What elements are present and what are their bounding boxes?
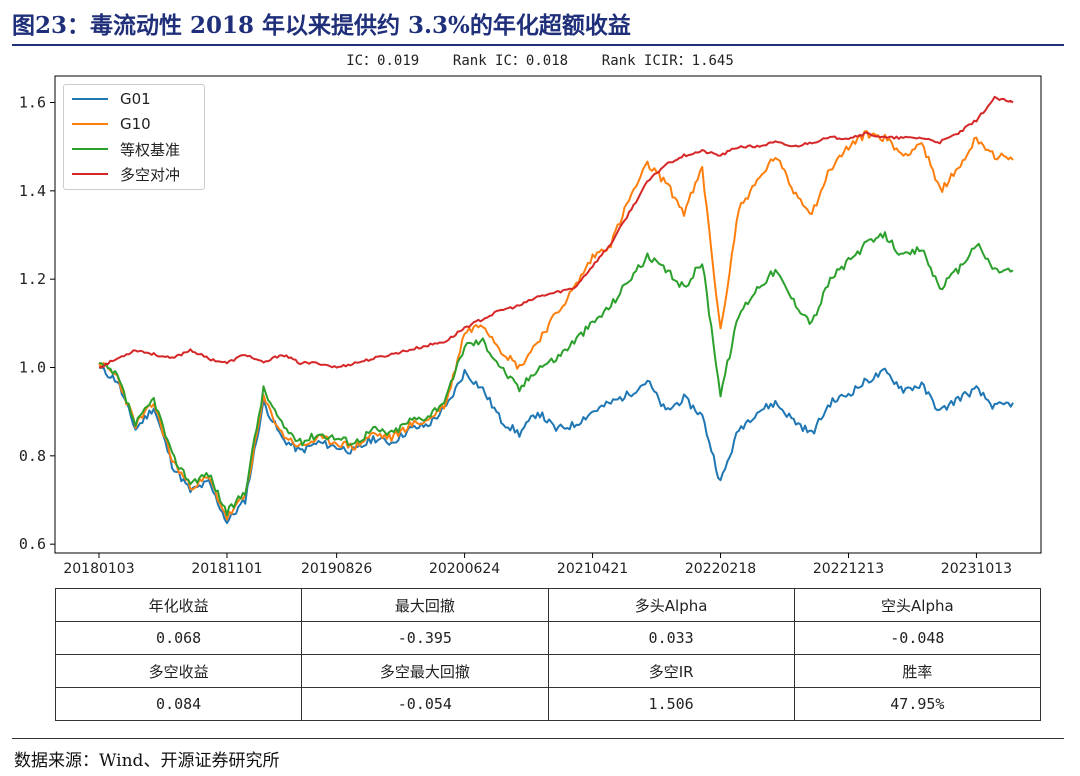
chart-stats-title: IC：0.019 Rank IC：0.018 Rank ICIR：1.645 bbox=[346, 53, 734, 69]
x-tick-label: 20231013 bbox=[941, 561, 1012, 577]
metrics-value-row-1: 0.068 -0.395 0.033 -0.048 bbox=[54, 621, 1042, 655]
y-tick-label: 1.4 bbox=[19, 182, 46, 200]
legend-item-g10: G10 bbox=[72, 112, 151, 136]
metric-value-ls-ir: 1.506 bbox=[547, 687, 795, 721]
metrics-table: 年化收益 最大回撤 多头Alpha 空头Alpha 0.068 -0.395 0… bbox=[54, 588, 1042, 721]
metric-value-ls-max-drawdown: -0.054 bbox=[301, 687, 549, 721]
y-tick-label: 0.6 bbox=[19, 535, 46, 553]
metric-value-long-alpha: 0.033 bbox=[547, 621, 795, 655]
legend-label-g10: G10 bbox=[120, 115, 151, 133]
metric-header-long-alpha: 多头Alpha bbox=[547, 588, 795, 622]
plot-frame bbox=[54, 75, 1042, 554]
chart-series bbox=[98, 95, 1014, 525]
metrics-value-row-2: 0.084 -0.054 1.506 47.95% bbox=[54, 687, 1042, 721]
series-line-benchmark bbox=[98, 231, 1014, 517]
line-chart: 0.6 0.8 1.0 1.2 1.4 1.6 20180103 20181101 201908… bbox=[19, 75, 1042, 577]
y-tick-label: 1.2 bbox=[19, 270, 46, 288]
x-tick-label: 20190826 bbox=[301, 561, 372, 577]
metrics-header-row-1: 年化收益 最大回撤 多头Alpha 空头Alpha bbox=[54, 588, 1042, 622]
series-line-hedge bbox=[98, 95, 1014, 369]
legend-label-benchmark: 等权基准 bbox=[120, 140, 181, 159]
y-tick-label: 0.8 bbox=[19, 447, 46, 465]
series-line-g10 bbox=[98, 130, 1014, 521]
x-tick-label: 20221213 bbox=[813, 561, 884, 577]
legend-swatch-benchmark bbox=[72, 147, 108, 151]
source-divider bbox=[12, 738, 1064, 739]
x-tick-label: 20210421 bbox=[557, 561, 628, 577]
x-tick-label: 20220218 bbox=[685, 561, 756, 577]
legend-item-hedge: 多空对冲 bbox=[72, 162, 180, 186]
metric-header-ls-ir: 多空IR bbox=[547, 654, 795, 688]
chart-axes: 0.6 0.8 1.0 1.2 1.4 1.6 20180103 20181101 201908… bbox=[19, 75, 1042, 577]
metric-header-short-alpha: 空头Alpha bbox=[793, 588, 1042, 622]
legend-label-g01: G01 bbox=[120, 90, 151, 108]
legend-item-g01: G01 bbox=[72, 87, 151, 111]
legend-swatch-g01 bbox=[72, 97, 108, 101]
metric-header-annual-return: 年化收益 bbox=[54, 588, 303, 622]
y-tick-label: 1.6 bbox=[19, 94, 46, 112]
y-tick-label: 1.0 bbox=[19, 359, 46, 377]
metric-value-max-drawdown: -0.395 bbox=[301, 621, 549, 655]
metric-value-win-rate: 47.95% bbox=[793, 687, 1042, 721]
metric-header-ls-max-drawdown: 多空最大回撤 bbox=[301, 654, 549, 688]
metrics-header-row-2: 多空收益 多空最大回撤 多空IR 胜率 bbox=[54, 654, 1042, 688]
metric-value-annual-return: 0.068 bbox=[54, 621, 303, 655]
metric-value-ls-return: 0.084 bbox=[54, 687, 303, 721]
metric-header-win-rate: 胜率 bbox=[793, 654, 1042, 688]
legend-swatch-hedge bbox=[72, 172, 108, 176]
x-tick-label: 20200624 bbox=[429, 561, 500, 577]
chart-legend: G01 G10 等权基准 多空对冲 bbox=[63, 84, 205, 190]
legend-swatch-g10 bbox=[72, 122, 108, 126]
metric-header-max-drawdown: 最大回撤 bbox=[301, 588, 549, 622]
x-tick-label: 20181101 bbox=[191, 561, 262, 577]
legend-item-benchmark: 等权基准 bbox=[72, 137, 180, 161]
metric-value-short-alpha: -0.048 bbox=[793, 621, 1042, 655]
legend-label-hedge: 多空对冲 bbox=[120, 165, 181, 184]
x-tick-label: 20180103 bbox=[63, 561, 134, 577]
title-divider bbox=[12, 44, 1064, 46]
metric-header-ls-return: 多空收益 bbox=[54, 654, 303, 688]
data-source-note: 数据来源：Wind、开源证券研究所 bbox=[14, 751, 280, 771]
figure-title: 图23：毒流动性 2018 年以来提供约 3.3%的年化超额收益 bbox=[12, 12, 631, 39]
